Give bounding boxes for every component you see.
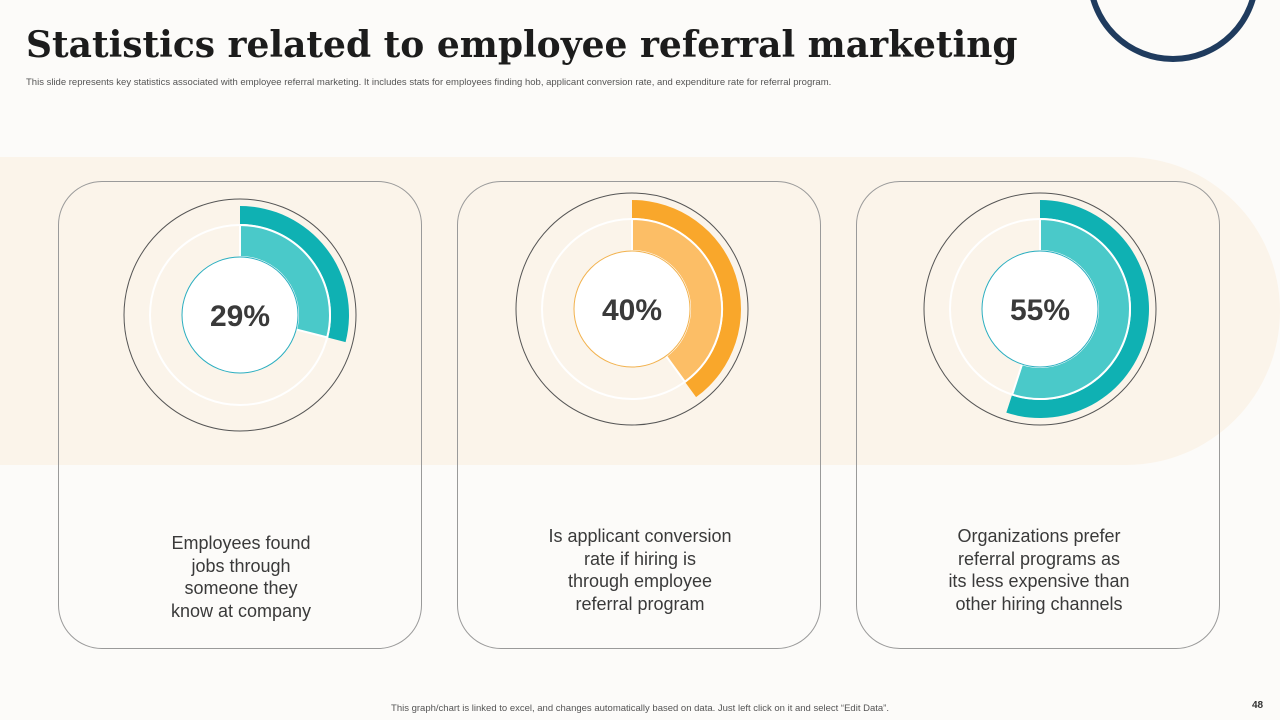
stat-card-2-line-4: referral program [575, 593, 705, 614]
stat-card-3-line-1: Organizations prefer [957, 526, 1121, 546]
footer-note: This graph/chart is linked to excel, and… [391, 703, 889, 714]
slide-subtitle: This slide represents key statistics ass… [26, 77, 832, 88]
stat-card-1-line-3: someone they [184, 578, 298, 598]
donut-3-center [981, 250, 1099, 368]
stat-card-3-line-4: other hiring channels [955, 593, 1123, 614]
stat-card-1: Employees found jobs through someone the… [58, 181, 422, 649]
donut-3-outer-arc [1006, 200, 1149, 418]
donut-2-value-label: 40% [602, 294, 662, 327]
stat-card-2-line-2: rate if hiring is [583, 548, 697, 569]
stat-card-2-description: Is applicant conversion rate if hiring i… [458, 525, 822, 615]
donut-chart-3: 55% [923, 192, 1157, 426]
decorative-corner-ring [1087, 0, 1259, 62]
donut-2-center [573, 250, 691, 368]
stat-card-1-line-4: know at company [170, 600, 312, 621]
page-number: 48 [1252, 700, 1264, 711]
stat-card-2: Is applicant conversion rate if hiring i… [457, 181, 821, 649]
donut-2-outer-ring [515, 192, 749, 426]
slide-title: Statistics related to employee referral … [26, 24, 1018, 66]
stat-card-2-line-3: through employee [567, 571, 713, 591]
donut-1-value-label: 29% [210, 300, 270, 333]
donut-1-center [181, 256, 299, 374]
donut-1-outer-ring [123, 198, 357, 432]
stat-card-2-line-1: Is applicant conversion [548, 526, 732, 546]
stat-card-3: Organizations prefer referral programs a… [856, 181, 1220, 649]
stat-card-3-line-2: referral programs as [957, 548, 1121, 569]
donut-2-outer-arc [632, 200, 741, 398]
donut-3-outer-ring [923, 192, 1157, 426]
donut-chart-2: 40% [515, 192, 749, 426]
stat-card-3-line-3: its less expensive than [948, 571, 1130, 591]
stat-card-1-description: Employees found jobs through someone the… [59, 532, 423, 622]
stat-card-1-line-1: Employees found [171, 533, 311, 553]
donut-3-value-label: 55% [1010, 294, 1070, 327]
stat-card-1-line-2: jobs through [191, 555, 291, 576]
stat-card-3-description: Organizations prefer referral programs a… [857, 525, 1221, 615]
donut-chart-1: 29% [123, 198, 357, 432]
donut-1-outer-arc [240, 206, 349, 343]
